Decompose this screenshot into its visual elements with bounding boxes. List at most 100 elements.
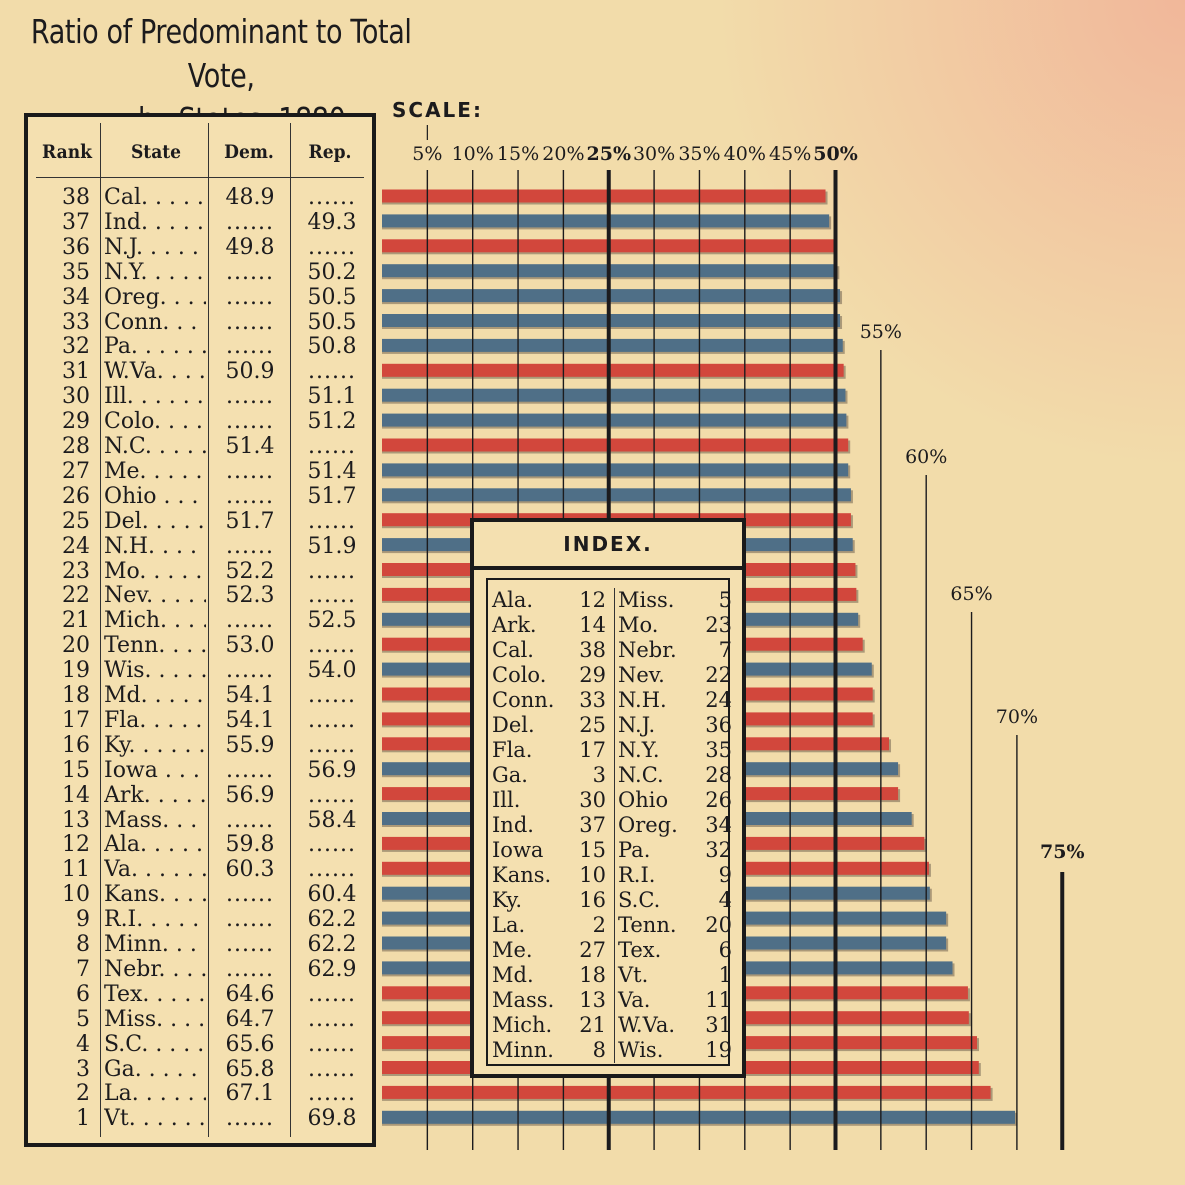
index-item: Mich. 21 [492,1013,610,1038]
table-row: 26 Ohio...... 51.7 [28,484,372,509]
row-dem-leader: ...... [226,757,274,783]
scale-label: SCALE: [392,98,483,122]
index-item: Oreg. 34 [618,813,736,838]
index-state: La. [492,913,526,937]
index-column-right: Miss. 5 Mo. 23 Nebr. 7 Nev. 22 N.H. 24 N.J. 36 N.Y. 3… [614,588,736,1063]
row-rank: 8 [76,932,90,957]
row-dem-value: 51.7 [225,508,275,534]
row-rep-value: 62.9 [307,956,357,982]
index-state: Nebr. [618,638,677,662]
index-state: R.I. [618,863,656,887]
index-item: Mo. 23 [618,613,736,638]
row-state: Miss. [104,1007,206,1032]
row-dem-value: 64.7 [225,1006,275,1032]
index-state: Colo. [492,663,547,687]
table-row: 31 W.Va. 50.9...... [28,359,372,384]
x-tick-label: 45% [769,143,811,165]
index-rank: 28 [705,763,732,787]
x-tick-label: 70% [996,706,1038,728]
table-row: 33 Conn....... 50.5 [28,310,372,335]
index-state: Cal. [492,638,534,662]
index-state: Ohio [618,788,669,812]
row-rank: 2 [76,1081,90,1107]
row-dem-leader: ...... [226,334,274,360]
table-row: 34 Oreg....... 50.5 [28,285,372,310]
index-state: Iowa [492,838,544,862]
index-rank: 24 [705,688,732,712]
index-state: Vt. [618,963,649,987]
index-rank: 25 [579,713,606,737]
table-row: 10 Kans....... 60.4 [28,882,372,907]
index-state: Ga. [492,763,528,787]
row-rep-leader: ...... [308,558,356,584]
index-rank: 36 [705,713,732,737]
column-divider [290,123,291,1137]
index-state: Fla. [492,738,533,762]
row-dem-value: 52.2 [225,558,275,584]
row-state: N.J. [104,235,206,260]
table-row: 36 N.J. 49.8...... [28,235,372,260]
row-dem-leader: ...... [226,384,274,410]
row-state: Mich. [104,608,206,633]
index-item: Iowa 15 [492,838,610,863]
table-row: 28 N.C. 51.4...... [28,434,372,459]
row-state: S.C. [104,1032,206,1057]
row-state: Ill. [104,384,206,409]
index-state: Conn. [492,688,555,712]
index-state: N.H. [618,688,667,712]
index-rank: 21 [579,1013,606,1037]
row-rank: 3 [76,1056,90,1082]
row-rep-value: 51.4 [307,458,357,484]
row-state: La. [104,1081,206,1106]
index-item: Ala. 12 [492,588,610,613]
row-rank: 20 [62,633,90,659]
index-state: N.J. [618,713,656,737]
index-rank: 15 [579,838,606,862]
index-state: Md. [492,963,534,987]
row-state: Kans. [104,882,206,907]
index-rank: 16 [579,888,606,912]
x-tick-label: 50% [813,143,858,165]
row-state: N.Y. [104,260,206,285]
row-state: Iowa [104,758,206,783]
index-item: N.H. 24 [618,688,736,713]
row-rep-leader: ...... [308,359,356,385]
index-column-left: Ala. 12 Ark. 14 Cal. 38 Colo. 29 Conn. 33 Del. 25 Fl… [492,588,610,1063]
index-item: Ohio 26 [618,788,736,813]
index-state: W.Va. [618,1013,676,1037]
row-rank: 23 [62,558,90,584]
row-state: Conn. [104,310,206,335]
x-tick-label: 65% [950,583,992,605]
table-row: 27 Me....... 51.4 [28,459,372,484]
index-rank: 6 [718,938,732,962]
bar-wva [382,363,844,377]
row-state: Oreg. [104,285,206,310]
index-item: Tenn. 20 [618,913,736,938]
index-item: Miss. 5 [618,588,736,613]
row-state: W.Va. [104,359,206,384]
row-dem-value: 65.8 [225,1056,275,1082]
column-divider [208,123,209,1137]
row-rank: 14 [62,782,90,808]
index-item: Vt. 1 [618,963,736,988]
index-state: Va. [618,988,651,1012]
row-dem-leader: ...... [226,882,274,908]
index-rank: 12 [579,588,606,612]
index-state: Tenn. [618,913,677,937]
row-state: N.C. [104,434,206,459]
row-state: Mass. [104,808,206,833]
index-rank: 11 [705,988,732,1012]
index-state: Nev. [618,663,665,687]
row-state: Me. [104,459,206,484]
table-row: 11 Va. 60.3...... [28,857,372,882]
bar-la [382,1085,991,1099]
row-rank: 22 [62,583,90,609]
row-rank: 37 [62,209,90,235]
row-dem-leader: ...... [226,1106,274,1132]
row-rank: 12 [62,832,90,858]
row-state: Nev. [104,583,206,608]
row-rep-leader: ...... [308,583,356,609]
index-rank: 13 [579,988,606,1012]
row-rank: 15 [62,757,90,783]
row-state: Del. [104,509,206,534]
